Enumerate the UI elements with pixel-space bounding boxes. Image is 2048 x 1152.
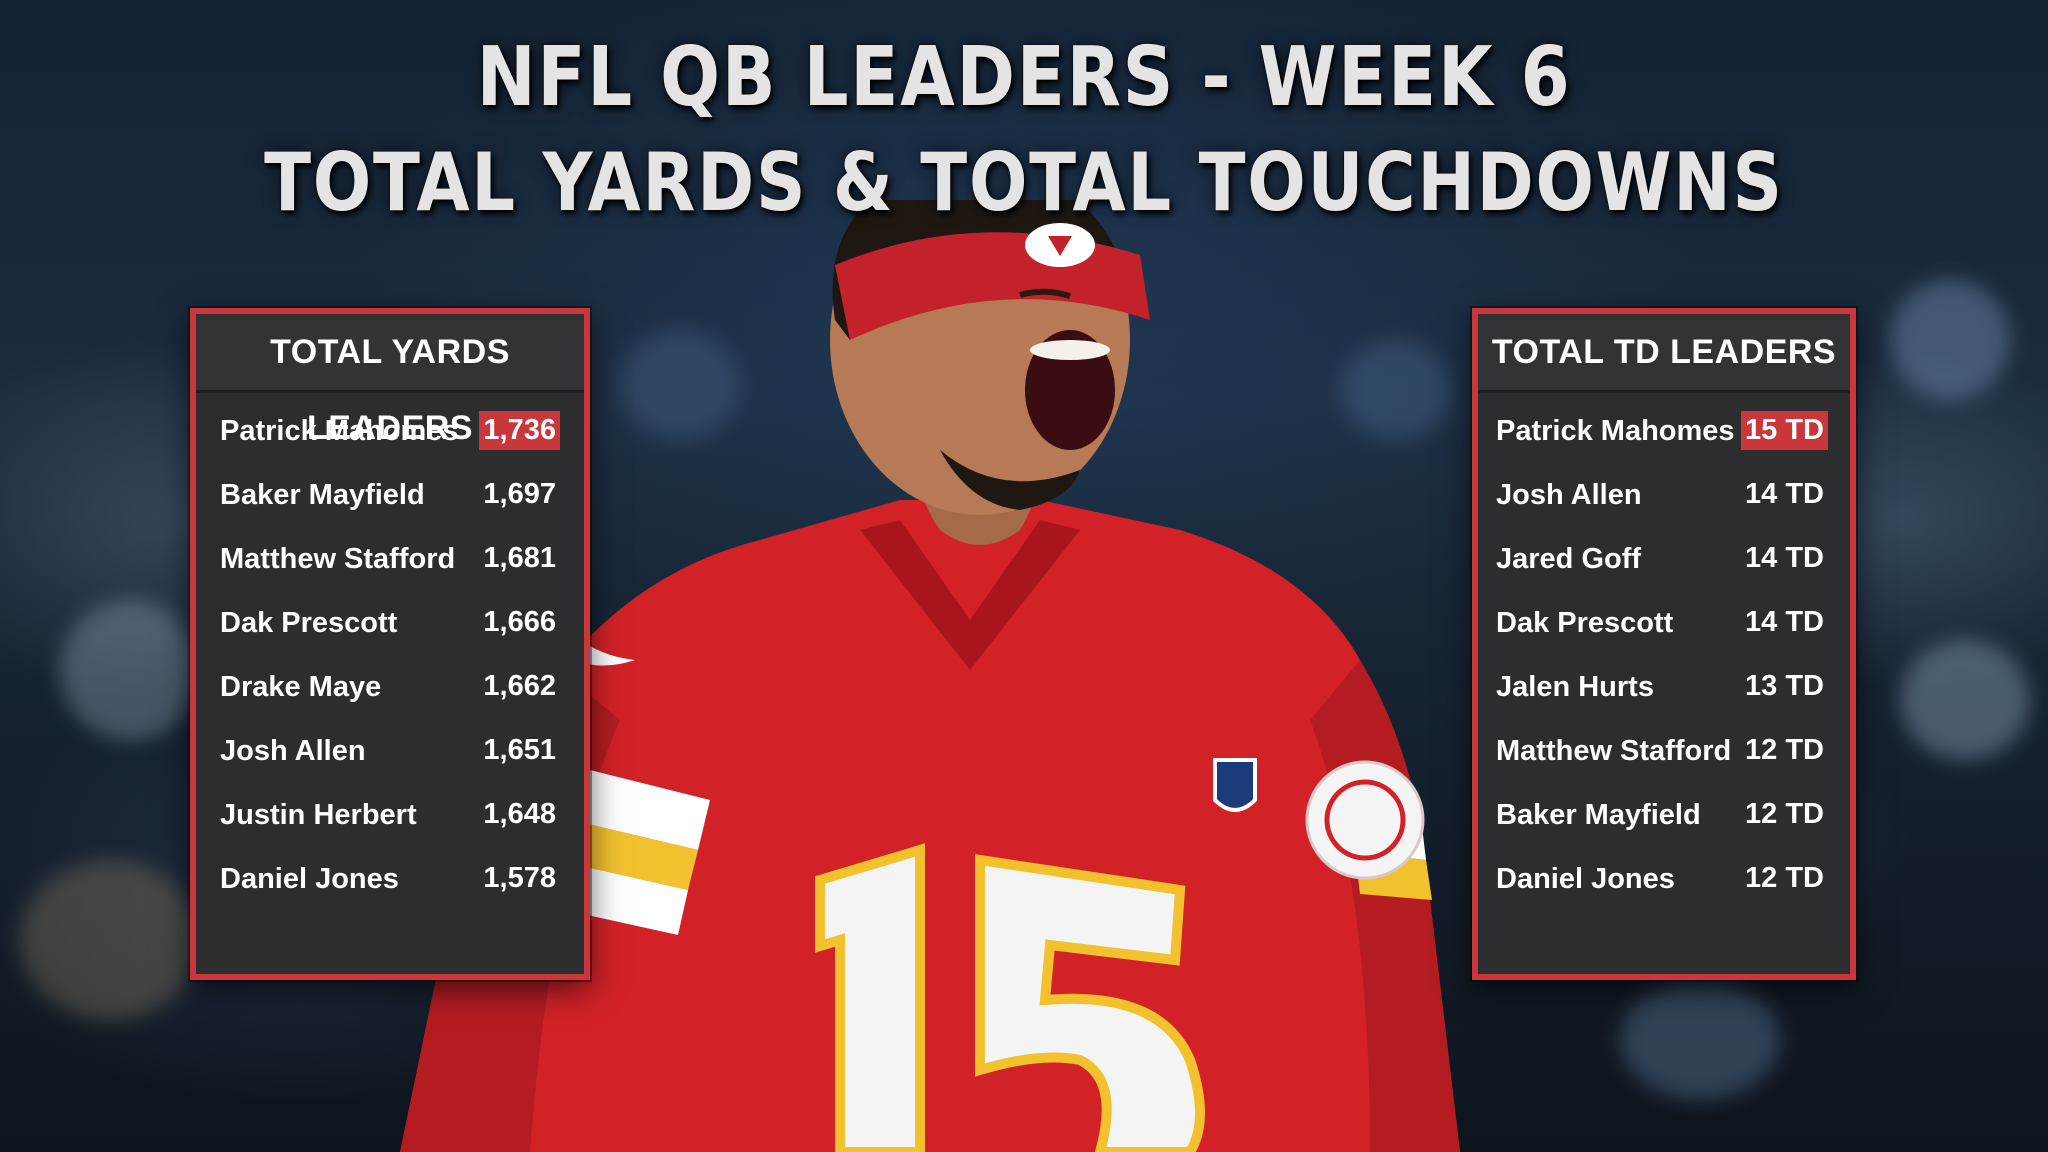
td-value: 13 TD — [1745, 670, 1824, 702]
yards-value: 1,651 — [483, 734, 556, 766]
list-item: Patrick Mahomes 15 TD — [1478, 401, 1850, 465]
page-title: NFL QB LEADERS - WEEK 6 — [476, 30, 1572, 125]
yards-value: 1,578 — [483, 862, 556, 894]
yards-leaders-panel: TOTAL YARDS LEADERS Patrick Mahomes 1,73… — [190, 308, 590, 980]
td-value: 12 TD — [1745, 862, 1824, 894]
td-value: 12 TD — [1745, 734, 1824, 766]
list-item: Daniel Jones 1,578 — [196, 849, 584, 913]
list-item: Baker Mayfield 1,697 — [196, 465, 584, 529]
player-jersey — [400, 500, 1460, 1152]
list-item: Baker Mayfield 12 TD — [1478, 785, 1850, 849]
player-name: Matthew Stafford — [220, 543, 456, 575]
list-item: Dak Prescott 14 TD — [1478, 593, 1850, 657]
player-name: Baker Mayfield — [220, 479, 425, 511]
player-name: Daniel Jones — [1496, 863, 1675, 895]
list-item: Jared Goff 14 TD — [1478, 529, 1850, 593]
player-name: Dak Prescott — [1496, 607, 1674, 639]
list-item: Jalen Hurts 13 TD — [1478, 657, 1850, 721]
player-name: Jared Goff — [1496, 543, 1642, 575]
yards-leaders-list: Patrick Mahomes 1,736 Baker Mayfield 1,6… — [196, 393, 584, 913]
td-leaders-list: Patrick Mahomes 15 TD Josh Allen 14 TD J… — [1478, 393, 1850, 913]
background-light — [1900, 640, 2030, 760]
list-item: Patrick Mahomes 1,736 — [196, 401, 584, 465]
player-name: Matthew Stafford — [1496, 735, 1732, 767]
background-light — [60, 600, 200, 740]
player-name: Josh Allen — [1496, 479, 1642, 511]
list-item: Josh Allen 14 TD — [1478, 465, 1850, 529]
td-leaders-panel: TOTAL TD LEADERS Patrick Mahomes 15 TD J… — [1472, 308, 1856, 980]
player-name: Jalen Hurts — [1496, 671, 1654, 703]
page-subtitle: TOTAL YARDS & TOTAL TOUCHDOWNS — [264, 136, 1784, 229]
list-item: Daniel Jones 12 TD — [1478, 849, 1850, 913]
background-light — [620, 330, 740, 440]
yards-value: 1,681 — [483, 542, 556, 574]
yards-panel-header: TOTAL YARDS LEADERS — [196, 314, 584, 447]
yards-value: 1,662 — [483, 670, 556, 702]
player-name: Dak Prescott — [220, 607, 398, 639]
player-name: Daniel Jones — [220, 863, 399, 895]
player-name: Josh Allen — [220, 735, 366, 767]
list-item: Drake Maye 1,662 — [196, 657, 584, 721]
td-value: 12 TD — [1745, 798, 1824, 830]
yards-value: 1,666 — [483, 606, 556, 638]
td-value-highlight: 15 TD — [1741, 411, 1828, 450]
player-name: Patrick Mahomes — [220, 415, 459, 447]
background-light — [1620, 980, 1780, 1100]
list-item: Josh Allen 1,651 — [196, 721, 584, 785]
player-name: Drake Maye — [220, 671, 382, 703]
background-light — [20, 860, 200, 1020]
td-panel-header: TOTAL TD LEADERS — [1478, 314, 1850, 393]
yards-value: 1,697 — [483, 478, 556, 510]
list-item: Justin Herbert 1,648 — [196, 785, 584, 849]
player-name: Justin Herbert — [220, 799, 417, 831]
td-value: 14 TD — [1745, 542, 1824, 574]
td-value: 14 TD — [1745, 478, 1824, 510]
td-value: 14 TD — [1745, 606, 1824, 638]
jersey-number — [815, 843, 1205, 1152]
list-item: Matthew Stafford 12 TD — [1478, 721, 1850, 785]
background-light — [1340, 340, 1450, 440]
list-item: Dak Prescott 1,666 — [196, 593, 584, 657]
player-name: Patrick Mahomes — [1496, 415, 1735, 447]
yards-value: 1,648 — [483, 798, 556, 830]
list-item: Matthew Stafford 1,681 — [196, 529, 584, 593]
background-light — [1890, 280, 2010, 400]
yards-value-highlight: 1,736 — [479, 411, 560, 450]
player-name: Baker Mayfield — [1496, 799, 1701, 831]
